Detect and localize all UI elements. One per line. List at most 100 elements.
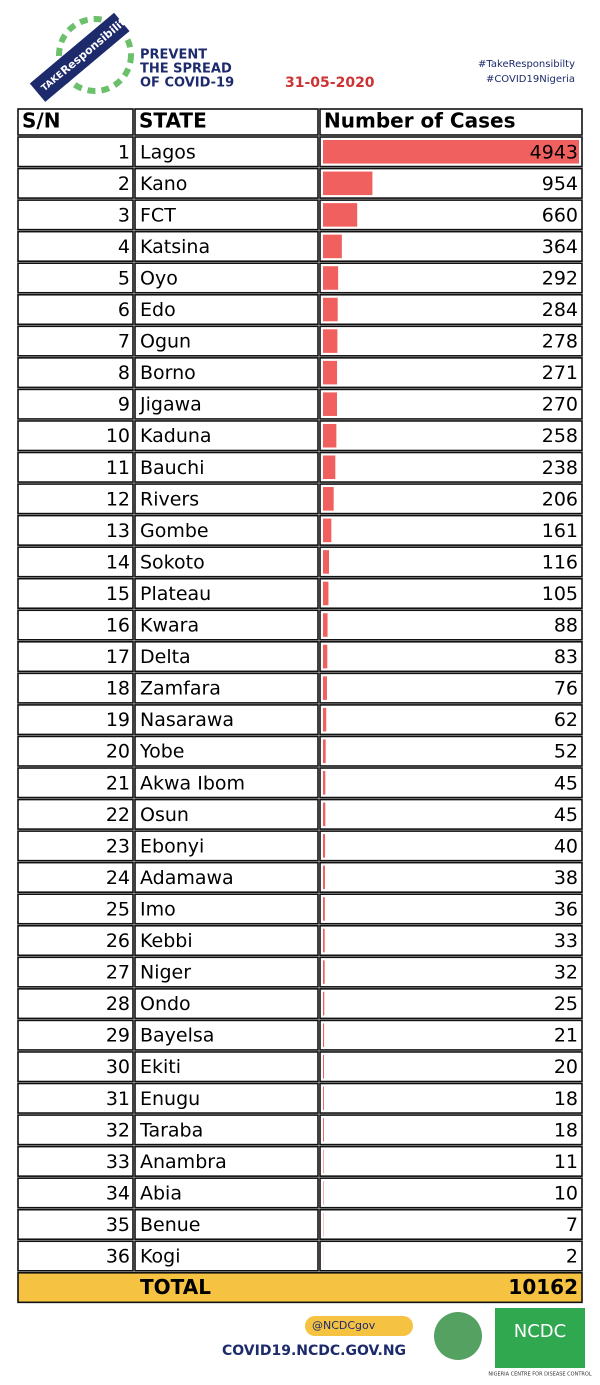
cell bbox=[319, 798, 583, 830]
cell bbox=[134, 609, 319, 641]
state: Zamfara bbox=[140, 678, 221, 700]
cell bbox=[319, 1019, 583, 1051]
cell bbox=[134, 1240, 319, 1272]
state: Kwara bbox=[140, 615, 199, 637]
sn: 7 bbox=[118, 331, 130, 353]
cell bbox=[17, 1114, 134, 1146]
date: 31-05-2020 bbox=[285, 75, 375, 91]
cases: 20 bbox=[554, 1056, 578, 1078]
cell bbox=[17, 609, 134, 641]
sn: 10 bbox=[106, 425, 130, 447]
cell bbox=[17, 230, 134, 262]
state: Ekiti bbox=[140, 1056, 181, 1078]
state: Yobe bbox=[139, 741, 184, 763]
cell bbox=[17, 956, 134, 988]
cell bbox=[17, 325, 134, 357]
bar bbox=[323, 707, 327, 732]
sn: 9 bbox=[118, 394, 130, 416]
cell bbox=[134, 1051, 319, 1083]
cases: 954 bbox=[542, 173, 578, 195]
state: Akwa Ibom bbox=[140, 772, 245, 794]
cell bbox=[17, 451, 134, 483]
cell bbox=[134, 108, 319, 136]
cell bbox=[17, 388, 134, 420]
cell bbox=[17, 988, 134, 1020]
sn: 14 bbox=[106, 551, 130, 573]
website: COVID19.NCDC.GOV.NG bbox=[222, 1343, 406, 1359]
cell bbox=[319, 483, 583, 515]
sn: 36 bbox=[106, 1246, 130, 1268]
cell bbox=[319, 388, 583, 420]
cases: 18 bbox=[554, 1088, 578, 1110]
bar bbox=[323, 1023, 325, 1047]
sn: 19 bbox=[106, 709, 130, 731]
cases: 45 bbox=[554, 772, 578, 794]
cell bbox=[134, 735, 319, 767]
cell bbox=[134, 830, 319, 862]
bar bbox=[323, 1086, 324, 1111]
cell bbox=[319, 1177, 583, 1209]
cases: 52 bbox=[554, 741, 578, 763]
cases: 38 bbox=[554, 867, 578, 889]
cases: 32 bbox=[554, 962, 578, 984]
cases: 660 bbox=[542, 204, 578, 226]
cell bbox=[319, 293, 583, 326]
sn: 33 bbox=[106, 1151, 130, 1173]
cases: 278 bbox=[542, 331, 578, 353]
cases: 21 bbox=[554, 1025, 578, 1047]
sn: 1 bbox=[118, 141, 130, 163]
cases: 36 bbox=[554, 898, 578, 920]
cell bbox=[17, 924, 134, 957]
cell bbox=[134, 577, 319, 610]
state: Kaduna bbox=[140, 425, 212, 447]
state: Imo bbox=[140, 898, 176, 920]
bar bbox=[323, 991, 325, 1016]
state: Benue bbox=[140, 1214, 201, 1236]
state: Kogi bbox=[140, 1246, 180, 1268]
sn: 29 bbox=[106, 1025, 130, 1047]
hashtag: #TakeResponsibilty bbox=[478, 59, 575, 70]
cases: 7 bbox=[566, 1214, 578, 1236]
cell bbox=[17, 514, 134, 546]
cell bbox=[319, 230, 583, 262]
cell bbox=[319, 704, 583, 736]
sn: 8 bbox=[118, 362, 130, 384]
cell bbox=[17, 798, 134, 830]
cases: 25 bbox=[554, 993, 578, 1015]
cases: 364 bbox=[542, 236, 578, 258]
cases: 2 bbox=[566, 1246, 578, 1268]
cell bbox=[134, 1208, 319, 1241]
bar bbox=[323, 360, 338, 385]
cell bbox=[134, 640, 319, 673]
ncdc-name: NIGERIA CENTRE FOR DISEASE CONTROL bbox=[488, 1372, 591, 1378]
column-header: STATE bbox=[139, 109, 207, 133]
cell bbox=[134, 704, 319, 736]
cell bbox=[134, 546, 319, 578]
state: Enugu bbox=[140, 1088, 200, 1110]
cell bbox=[134, 167, 319, 199]
cases: 88 bbox=[554, 615, 578, 637]
state: Jigawa bbox=[139, 394, 202, 416]
cell bbox=[319, 735, 583, 767]
cases: 83 bbox=[554, 646, 578, 668]
cell bbox=[17, 167, 134, 199]
state: Katsina bbox=[140, 236, 210, 258]
bar bbox=[323, 1149, 324, 1174]
cell bbox=[134, 956, 319, 988]
bar bbox=[323, 1118, 324, 1142]
logo-band bbox=[29, 12, 130, 102]
cell bbox=[17, 136, 134, 168]
cell bbox=[319, 1082, 583, 1114]
cell bbox=[17, 1208, 134, 1241]
state: Bayelsa bbox=[140, 1025, 214, 1047]
bar bbox=[323, 581, 329, 606]
state: Delta bbox=[140, 646, 191, 668]
cell bbox=[319, 609, 583, 641]
cell bbox=[17, 108, 134, 136]
sn: 24 bbox=[106, 867, 130, 889]
cell bbox=[319, 861, 583, 894]
cell bbox=[319, 830, 583, 862]
cell bbox=[17, 357, 134, 389]
